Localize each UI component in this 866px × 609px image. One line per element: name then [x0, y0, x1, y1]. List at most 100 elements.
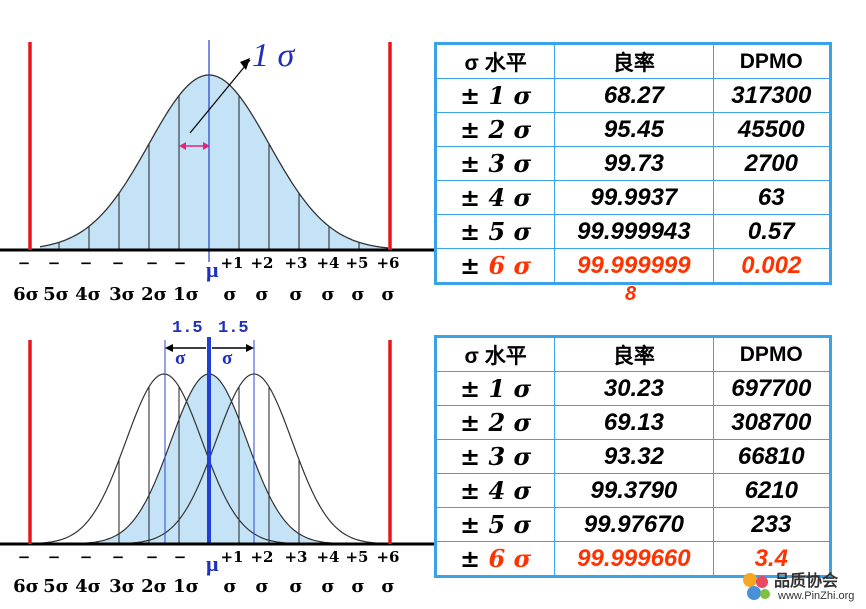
yield-cell: 69.13 [554, 405, 714, 440]
plus-minus: ± [460, 477, 481, 505]
axis-sigma-label: 2σ [141, 576, 167, 597]
yield-cell: 99.3790 [554, 473, 714, 508]
axis-sigma-label: σ [223, 576, 236, 597]
axis-sign-label: +6 [376, 254, 399, 272]
top-panel: 1 σ μ − − − − − − +1 +2 +3 +4 +5 +6 6σ 5σ 4σ 3σ 2σ 1σ σ σ σ… [0, 37, 440, 305]
axis-sign-label: +3 [284, 254, 307, 272]
axis-sign-label: − [18, 254, 31, 272]
sigma-symbol: σ [513, 217, 532, 246]
table-row: ± 5 σ 99.999943 0.57 [434, 214, 832, 249]
top-axis-sigma-labels: 6σ 5σ 4σ 3σ 2σ 1σ σ σ σ σ σ σ [13, 284, 395, 305]
yield-cell: 99.999999 [554, 248, 714, 284]
pinzhi-logo[interactable]: 品质协会 www.PinZhi.org [738, 566, 866, 609]
one-sigma-annotation: 1 σ [252, 37, 296, 74]
yield-cell: 93.32 [554, 439, 714, 474]
axis-sign-label: − [80, 548, 93, 566]
table-row-six-sigma: ± 6 σ 99.999660 3.4 [434, 541, 832, 577]
axis-sigma-label: σ [321, 284, 334, 305]
shift-arrow-right-head [246, 344, 254, 352]
axis-sign-label: − [18, 548, 31, 566]
top-mu-label: μ [206, 257, 219, 282]
level-number: 6 [488, 251, 506, 280]
shift-sigma-right: σ [222, 348, 233, 369]
dpmo-cell: 0.002 [712, 248, 832, 284]
plus-minus: ± [460, 252, 481, 280]
sigma-level-cell: ± 2 σ [434, 112, 556, 147]
sigma-table-shifted: σ 水平 良率 DPMO ± 1 σ 30.23 697700 ± 2 σ 69… [434, 335, 832, 578]
header-yield: 良率 [554, 43, 714, 79]
plus-minus: ± [460, 82, 481, 110]
axis-sign-label: − [48, 254, 61, 272]
logo-emblem-icon [743, 573, 770, 600]
dpmo-cell: 66810 [712, 439, 832, 474]
shift-label-left: 1.5 [172, 319, 203, 338]
sigma-symbol: σ [513, 408, 532, 437]
bottom-panel: 1.5 1.5 σ σ μ − − − − − − +1 +2 +3 +4 +5 +6 6σ 5σ 4σ 3… [0, 319, 440, 597]
sigma-level-cell: ± 3 σ [434, 146, 556, 181]
plus-minus: ± [460, 511, 481, 539]
axis-sign-label: − [174, 254, 187, 272]
yield-cell: 95.45 [554, 112, 714, 147]
yield-cell: 99.9937 [554, 180, 714, 215]
dpmo-cell: 317300 [712, 78, 832, 113]
bottom-axis-sign-labels: − − − − − − +1 +2 +3 +4 +5 +6 [18, 548, 400, 566]
one-sigma-width-arrowhead-left [179, 142, 186, 150]
axis-sign-label: − [174, 548, 187, 566]
level-number: 3 [488, 442, 506, 471]
sigma-symbol: σ [513, 115, 532, 144]
table-row: ± 2 σ 95.45 45500 [434, 112, 832, 147]
logo-title: 品质协会 [774, 573, 839, 590]
plus-minus: ± [460, 409, 481, 437]
one-sigma-width-arrowhead-right [203, 142, 210, 150]
dpmo-cell: 2700 [712, 146, 832, 181]
axis-sigma-label: σ [381, 284, 394, 305]
plus-minus: ± [460, 184, 481, 212]
axis-sign-label: − [146, 254, 159, 272]
axis-sigma-label: 1σ [173, 284, 199, 305]
sigma-level-cell: ± 5 σ [434, 214, 556, 249]
axis-sigma-label: 3σ [109, 576, 135, 597]
sigma-table-centered: σ 水平 良率 DPMO ± 1 σ 68.27 317300 ± 2 σ 95… [434, 42, 832, 285]
table-header-row: σ 水平 良率 DPMO [434, 43, 832, 79]
level-number: 4 [488, 183, 506, 212]
axis-sign-label: +3 [284, 548, 307, 566]
axis-sigma-label: σ [321, 576, 334, 597]
sigma-symbol: σ [513, 183, 532, 212]
bottom-axis-sigma-labels: 6σ 5σ 4σ 3σ 2σ 1σ σ σ σ σ σ σ [13, 576, 395, 597]
top-axis-sign-labels: − − − − − − +1 +2 +3 +4 +5 +6 [18, 254, 400, 272]
axis-sigma-label: σ [255, 576, 268, 597]
sigma-level-cell: ± 3 σ [434, 439, 556, 474]
shift-label-right: 1.5 [218, 319, 249, 338]
logo-url: www.PinZhi.org [778, 590, 855, 602]
header-sigma-level: σ 水平 [434, 43, 556, 79]
axis-sign-label: +5 [345, 254, 368, 272]
top-normal-curve [39, 74, 389, 249]
dpmo-cell: 63 [712, 180, 832, 215]
axis-sign-label: +5 [345, 548, 368, 566]
table-row: ± 2 σ 69.13 308700 [434, 405, 832, 440]
table-row: ± 3 σ 93.32 66810 [434, 439, 832, 474]
axis-sigma-label: σ [289, 576, 302, 597]
axis-sigma-label: σ [289, 284, 302, 305]
sigma-symbol: σ [513, 374, 532, 403]
axis-sigma-label: σ [381, 576, 394, 597]
axis-sigma-label: 6σ [13, 576, 39, 597]
sigma-symbol: σ [513, 544, 532, 573]
table-row: ± 4 σ 99.9937 63 [434, 180, 832, 215]
level-number: 2 [488, 115, 506, 144]
axis-sigma-label: 6σ [13, 284, 39, 305]
plus-minus: ± [460, 116, 481, 144]
table-row: ± 3 σ 99.73 2700 [434, 146, 832, 181]
axis-sigma-label: σ [351, 576, 364, 597]
header-yield: 良率 [554, 336, 714, 372]
sigma-level-cell: ± 5 σ [434, 507, 556, 542]
sigma-symbol: σ [513, 510, 532, 539]
table-header-row: σ 水平 良率 DPMO [434, 336, 832, 372]
yield-cell: 30.23 [554, 371, 714, 406]
sigma-level-cell: ± 6 σ [434, 541, 556, 577]
axis-sign-label: +1 [220, 548, 243, 566]
axis-sign-label: +6 [376, 548, 399, 566]
axis-sigma-label: 3σ [109, 284, 135, 305]
sigma-pointer-arrow [189, 59, 251, 134]
header-dpmo: DPMO [712, 336, 832, 372]
